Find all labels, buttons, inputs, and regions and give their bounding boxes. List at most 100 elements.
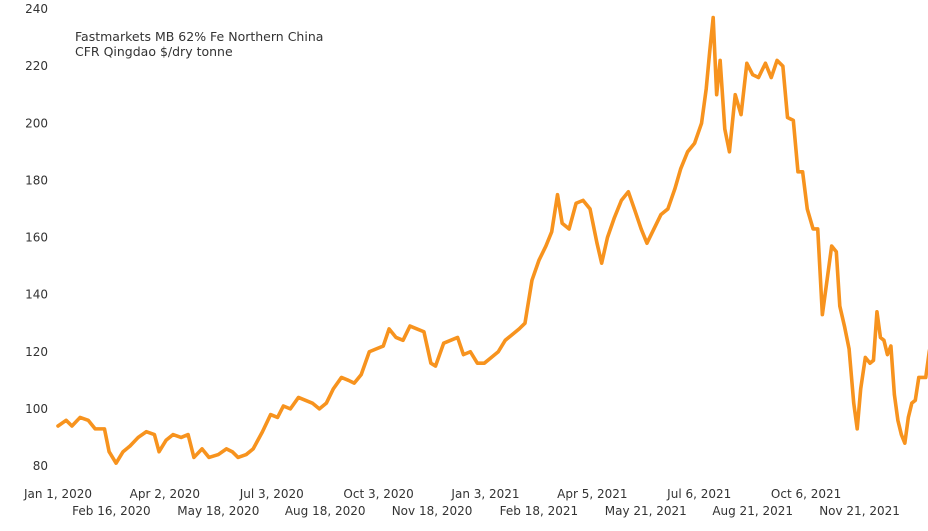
data-point bbox=[374, 347, 378, 351]
y-tick-label: 80 bbox=[33, 459, 48, 473]
data-point bbox=[686, 150, 690, 154]
data-point bbox=[461, 353, 465, 357]
y-axis: 80 100 120 140 160 180 200 220 240 bbox=[25, 2, 48, 473]
data-point bbox=[207, 455, 211, 459]
data-point bbox=[442, 341, 446, 345]
data-point bbox=[331, 387, 335, 391]
data-point bbox=[244, 453, 248, 457]
data-point bbox=[868, 361, 872, 365]
data-point bbox=[924, 375, 928, 379]
data-point bbox=[830, 244, 834, 248]
data-point bbox=[679, 167, 683, 171]
data-point bbox=[855, 427, 859, 431]
data-point bbox=[449, 338, 453, 342]
data-point bbox=[718, 58, 722, 62]
data-point bbox=[503, 338, 507, 342]
data-point bbox=[786, 116, 790, 120]
data-point bbox=[892, 393, 896, 397]
x-tick-label: Feb 16, 2020 bbox=[72, 504, 151, 518]
data-point bbox=[269, 413, 273, 417]
data-point bbox=[537, 258, 541, 262]
data-point bbox=[422, 330, 426, 334]
data-point bbox=[352, 381, 356, 385]
data-point bbox=[626, 190, 630, 194]
data-point bbox=[387, 327, 391, 331]
data-point bbox=[906, 415, 910, 419]
data-point bbox=[429, 361, 433, 365]
data-point bbox=[595, 241, 599, 245]
data-point bbox=[482, 361, 486, 365]
data-point bbox=[317, 407, 321, 411]
data-point bbox=[781, 64, 785, 68]
data-point bbox=[475, 361, 479, 365]
x-tick-label: Nov 18, 2020 bbox=[392, 504, 473, 518]
data-point bbox=[899, 433, 903, 437]
data-point bbox=[711, 16, 715, 20]
data-point bbox=[394, 335, 398, 339]
x-tick-label: Jan 3, 2021 bbox=[450, 487, 519, 501]
data-point bbox=[878, 335, 882, 339]
data-point bbox=[157, 450, 161, 454]
data-point bbox=[260, 430, 264, 434]
data-point bbox=[600, 261, 604, 265]
data-point bbox=[324, 401, 328, 405]
data-point bbox=[56, 424, 60, 428]
data-point bbox=[530, 278, 534, 282]
data-point bbox=[456, 335, 460, 339]
x-tick-label: May 18, 2020 bbox=[177, 504, 259, 518]
data-point bbox=[276, 415, 280, 419]
data-point bbox=[567, 227, 571, 231]
data-point bbox=[673, 187, 677, 191]
data-point bbox=[236, 455, 240, 459]
data-point bbox=[523, 321, 527, 325]
data-point bbox=[756, 76, 760, 80]
data-point bbox=[128, 444, 132, 448]
data-point bbox=[367, 350, 371, 354]
data-point bbox=[896, 418, 900, 422]
chart-legend: Fastmarkets MB 62% Fe Northern China CFR… bbox=[75, 29, 323, 59]
x-tick-label: Oct 3, 2020 bbox=[343, 487, 413, 501]
x-tick-label: Nov 21, 2021 bbox=[819, 504, 900, 518]
data-point bbox=[852, 401, 856, 405]
data-point bbox=[179, 435, 183, 439]
data-point bbox=[769, 76, 773, 80]
data-point bbox=[544, 244, 548, 248]
x-tick-label: Aug 18, 2020 bbox=[285, 504, 366, 518]
y-tick-label: 140 bbox=[25, 288, 48, 302]
data-point bbox=[434, 364, 438, 368]
data-point bbox=[550, 230, 554, 234]
data-point bbox=[875, 310, 879, 314]
series-line bbox=[56, 15, 928, 465]
y-tick-label: 160 bbox=[25, 231, 48, 245]
data-point bbox=[811, 227, 815, 231]
x-tick-label: Apr 2, 2020 bbox=[130, 487, 200, 501]
data-point bbox=[801, 170, 805, 174]
data-point bbox=[310, 401, 314, 405]
data-point bbox=[152, 433, 156, 437]
data-point bbox=[93, 427, 97, 431]
data-point bbox=[847, 347, 851, 351]
data-point bbox=[838, 304, 842, 308]
data-point bbox=[251, 447, 255, 451]
data-point bbox=[359, 373, 363, 377]
data-point bbox=[708, 50, 712, 54]
data-point bbox=[574, 201, 578, 205]
data-point bbox=[288, 407, 292, 411]
data-point bbox=[346, 378, 350, 382]
y-tick-label: 220 bbox=[25, 59, 48, 73]
x-tick-label: Apr 5, 2021 bbox=[557, 487, 627, 501]
data-point bbox=[192, 455, 196, 459]
data-point bbox=[186, 433, 190, 437]
x-tick-label: Jan 1, 2020 bbox=[23, 487, 92, 501]
x-tick-label: May 21, 2021 bbox=[605, 504, 687, 518]
x-tick-label: Jul 3, 2020 bbox=[239, 487, 304, 501]
data-point bbox=[517, 327, 521, 331]
x-tick-label: Aug 21, 2021 bbox=[712, 504, 793, 518]
data-point bbox=[796, 170, 800, 174]
data-point bbox=[863, 355, 867, 359]
data-point bbox=[496, 350, 500, 354]
data-point bbox=[86, 418, 90, 422]
data-point bbox=[619, 198, 623, 202]
data-point bbox=[581, 198, 585, 202]
